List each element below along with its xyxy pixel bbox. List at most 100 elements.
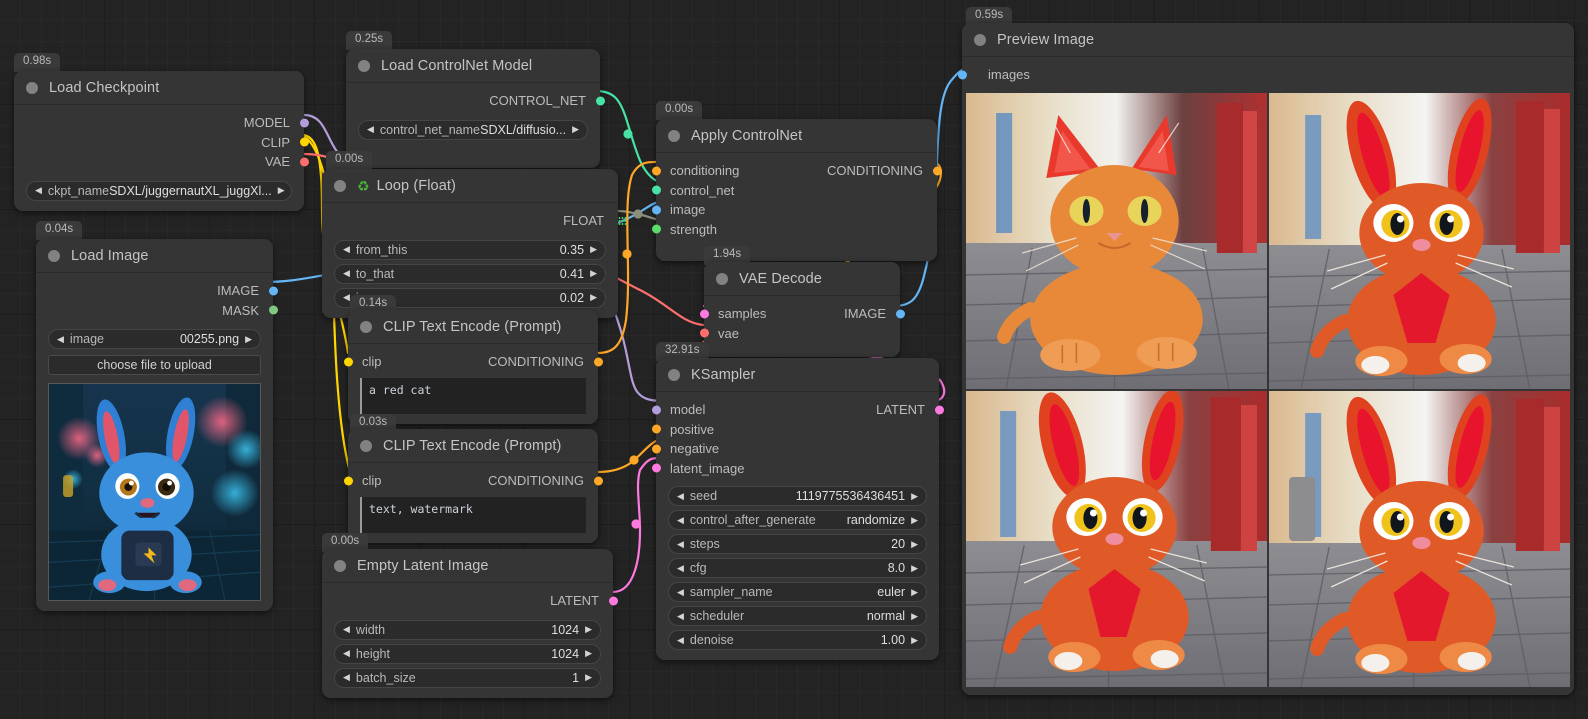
port-dot-images[interactable] [957, 70, 967, 80]
node-title-bar[interactable]: Preview Image [962, 23, 1574, 57]
port-dot-float[interactable] [618, 216, 627, 226]
slot-row-latent-image[interactable]: latent_image [651, 459, 939, 479]
collapse-dot-icon[interactable] [358, 59, 370, 72]
arrow-left-icon[interactable]: ◀ [343, 624, 350, 634]
node-apply-controlnet[interactable]: Apply ControlNet conditioning CONDITIONI… [651, 119, 942, 261]
arrow-left-icon[interactable]: ◀ [677, 562, 684, 573]
port-dot-latent-out[interactable] [934, 405, 944, 415]
node-title-bar[interactable]: VAE Decode [704, 262, 900, 296]
arrow-right-icon[interactable]: ▶ [911, 634, 918, 645]
node-title-bar[interactable]: ♻ Loop (Float) [322, 169, 618, 203]
slot-row-clip[interactable]: clip CONDITIONING [343, 471, 603, 491]
port-dot-clip[interactable] [343, 476, 353, 486]
widget-cfg[interactable]: ◀ cfg 8.0 ▶ [668, 558, 927, 578]
port-dot-latent-image[interactable] [651, 463, 661, 473]
widget-width[interactable]: ◀ width 1024 ▶ [334, 619, 601, 640]
node-clip-text-encode-positive[interactable]: CLIP Text Encode (Prompt) clip CONDITION… [343, 310, 603, 424]
port-dot-image[interactable] [268, 286, 278, 296]
preview-image-1[interactable] [966, 92, 1267, 389]
port-dot-conditioning[interactable] [593, 476, 603, 486]
arrow-right-icon[interactable]: ▶ [572, 124, 579, 134]
port-dot-mask[interactable] [268, 305, 278, 315]
output-slot-vae[interactable]: VAE [14, 152, 309, 172]
preview-image-4[interactable] [1269, 390, 1570, 687]
node-loop-float[interactable]: ♻ Loop (Float) FLOAT ◀ from_this 0.35 ▶ … [322, 169, 627, 318]
collapse-dot-icon[interactable] [360, 439, 372, 452]
slot-row-conditioning[interactable]: conditioning CONDITIONING [651, 161, 942, 181]
arrow-right-icon[interactable]: ▶ [911, 562, 918, 573]
widget-sampler-name[interactable]: ◀ sampler_name euler ▶ [668, 582, 927, 602]
collapse-dot-icon[interactable] [334, 559, 346, 572]
port-dot-strength[interactable] [651, 224, 661, 234]
slot-row-control-net[interactable]: control_net [651, 181, 937, 201]
port-dot-samples[interactable] [699, 309, 709, 319]
widget-scheduler[interactable]: ◀ scheduler normal ▶ [668, 606, 927, 626]
node-vae-decode[interactable]: VAE Decode samples IMAGE vae [699, 262, 905, 357]
prompt-textarea-positive[interactable]: a red cat [360, 377, 586, 414]
output-slot-control-net[interactable]: CONTROL_NET [346, 91, 605, 111]
arrow-left-icon[interactable]: ◀ [677, 538, 684, 549]
output-slot-clip[interactable]: CLIP [14, 133, 309, 153]
widget-jump[interactable]: ◀ jump 0.02 ▶ [334, 287, 606, 308]
arrow-left-icon[interactable]: ◀ [343, 648, 350, 658]
output-slot-latent[interactable]: LATENT [322, 591, 618, 611]
port-dot-conditioning-in[interactable] [651, 166, 661, 176]
widget-height[interactable]: ◀ height 1024 ▶ [334, 643, 601, 664]
widget-denoise[interactable]: ◀ denoise 1.00 ▶ [668, 630, 927, 650]
arrow-right-icon[interactable]: ▶ [585, 624, 592, 634]
node-title-bar[interactable]: CLIP Text Encode (Prompt) [348, 310, 598, 344]
slot-row-strength[interactable]: strength [651, 220, 937, 240]
arrow-left-icon[interactable]: ◀ [35, 185, 42, 195]
arrow-right-icon[interactable]: ▶ [911, 586, 918, 597]
port-dot-model[interactable] [299, 118, 309, 128]
arrow-left-icon[interactable]: ◀ [343, 268, 350, 278]
arrow-right-icon[interactable]: ▶ [911, 514, 918, 525]
output-slot-model[interactable]: MODEL [14, 113, 309, 133]
node-load-controlnet-model[interactable]: Load ControlNet Model CONTROL_NET ◀ cont… [346, 49, 605, 168]
widget-control-net-name[interactable]: ◀ control_net_name SDXL/diffusio... ▶ [358, 119, 588, 140]
arrow-left-icon[interactable]: ◀ [343, 672, 350, 682]
node-title-bar[interactable]: KSampler [656, 358, 939, 392]
collapse-dot-icon[interactable] [26, 81, 38, 94]
port-dot-positive[interactable] [651, 424, 661, 434]
port-dot-control-net[interactable] [595, 96, 605, 106]
collapse-dot-icon[interactable] [668, 129, 680, 142]
preview-image-grid[interactable] [966, 92, 1570, 687]
node-title-bar[interactable]: Load Image [36, 239, 273, 273]
loaded-image-preview[interactable] [48, 383, 261, 601]
node-clip-text-encode-negative[interactable]: CLIP Text Encode (Prompt) clip CONDITION… [343, 429, 603, 543]
collapse-dot-icon[interactable] [716, 272, 728, 285]
preview-image-3[interactable] [966, 390, 1267, 687]
port-dot-vae[interactable] [299, 157, 309, 167]
port-dot-conditioning-out[interactable] [932, 166, 942, 176]
arrow-right-icon[interactable]: ▶ [585, 648, 592, 658]
slot-row-model[interactable]: model LATENT [651, 400, 944, 420]
node-title-bar[interactable]: Empty Latent Image [322, 549, 613, 583]
node-title-bar[interactable]: Load Checkpoint [14, 71, 304, 105]
node-title-bar[interactable]: CLIP Text Encode (Prompt) [348, 429, 598, 463]
widget-control-after-generate[interactable]: ◀ control_after_generate randomize ▶ [668, 510, 927, 530]
port-dot-latent[interactable] [608, 596, 618, 606]
slot-row-image[interactable]: image [651, 200, 937, 220]
port-dot-model[interactable] [651, 405, 661, 415]
widget-steps[interactable]: ◀ steps 20 ▶ [668, 534, 927, 554]
widget-batch-size[interactable]: ◀ batch_size 1 ▶ [334, 667, 601, 688]
port-dot-clip[interactable] [343, 357, 353, 367]
port-dot-clip[interactable] [299, 137, 309, 147]
collapse-dot-icon[interactable] [360, 320, 372, 333]
arrow-right-icon[interactable]: ▶ [911, 490, 918, 501]
collapse-dot-icon[interactable] [334, 179, 346, 192]
slot-row-images[interactable]: images [957, 65, 1574, 85]
arrow-left-icon[interactable]: ◀ [677, 586, 684, 597]
collapse-dot-icon[interactable] [668, 368, 680, 381]
port-dot-conditioning[interactable] [593, 357, 603, 367]
widget-from-this[interactable]: ◀ from_this 0.35 ▶ [334, 239, 606, 260]
arrow-right-icon[interactable]: ▶ [277, 185, 285, 195]
node-load-checkpoint[interactable]: Load Checkpoint MODEL CLIP VAE ◀ ckpt_na… [14, 71, 309, 211]
node-ksampler[interactable]: KSampler model LATENT positive negative … [651, 358, 944, 660]
widget-image[interactable]: ◀ image 00255.png ▶ [48, 329, 261, 349]
widget-to-that[interactable]: ◀ to_that 0.41 ▶ [334, 263, 606, 284]
arrow-right-icon[interactable]: ▶ [590, 292, 597, 302]
collapse-dot-icon[interactable] [974, 33, 986, 46]
